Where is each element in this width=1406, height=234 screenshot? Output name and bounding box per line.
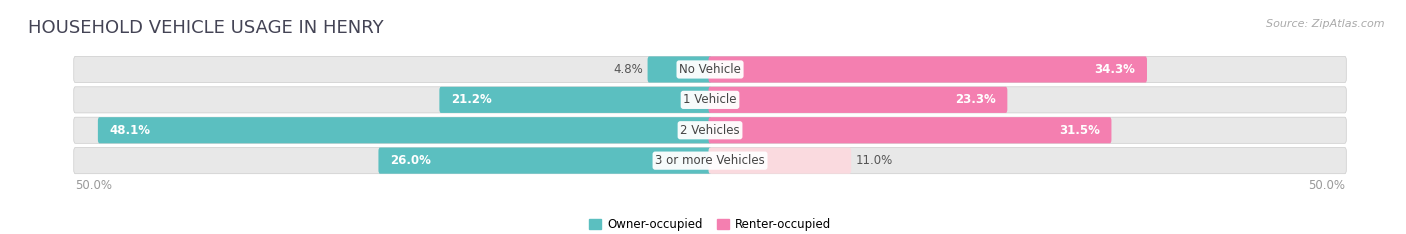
FancyBboxPatch shape [648, 56, 711, 83]
Text: 34.3%: 34.3% [1094, 63, 1135, 76]
Text: 26.0%: 26.0% [389, 154, 432, 167]
Text: Source: ZipAtlas.com: Source: ZipAtlas.com [1267, 19, 1385, 29]
Text: 23.3%: 23.3% [955, 93, 995, 106]
Text: 50.0%: 50.0% [76, 179, 112, 193]
Text: 48.1%: 48.1% [110, 124, 150, 137]
FancyBboxPatch shape [73, 148, 1347, 174]
Legend: Owner-occupied, Renter-occupied: Owner-occupied, Renter-occupied [585, 213, 835, 234]
Text: 11.0%: 11.0% [856, 154, 893, 167]
FancyBboxPatch shape [73, 87, 1347, 113]
Text: 2 Vehicles: 2 Vehicles [681, 124, 740, 137]
Text: 21.2%: 21.2% [451, 93, 492, 106]
FancyBboxPatch shape [378, 148, 711, 174]
FancyBboxPatch shape [73, 56, 1347, 83]
FancyBboxPatch shape [439, 87, 711, 113]
FancyBboxPatch shape [73, 117, 1347, 143]
Text: 31.5%: 31.5% [1059, 124, 1099, 137]
FancyBboxPatch shape [709, 87, 1007, 113]
Text: 50.0%: 50.0% [1308, 179, 1344, 193]
FancyBboxPatch shape [709, 117, 1112, 143]
Text: 1 Vehicle: 1 Vehicle [683, 93, 737, 106]
Text: HOUSEHOLD VEHICLE USAGE IN HENRY: HOUSEHOLD VEHICLE USAGE IN HENRY [28, 19, 384, 37]
FancyBboxPatch shape [709, 56, 1147, 83]
Text: 4.8%: 4.8% [613, 63, 643, 76]
Text: 3 or more Vehicles: 3 or more Vehicles [655, 154, 765, 167]
FancyBboxPatch shape [98, 117, 711, 143]
Text: No Vehicle: No Vehicle [679, 63, 741, 76]
FancyBboxPatch shape [709, 148, 851, 174]
